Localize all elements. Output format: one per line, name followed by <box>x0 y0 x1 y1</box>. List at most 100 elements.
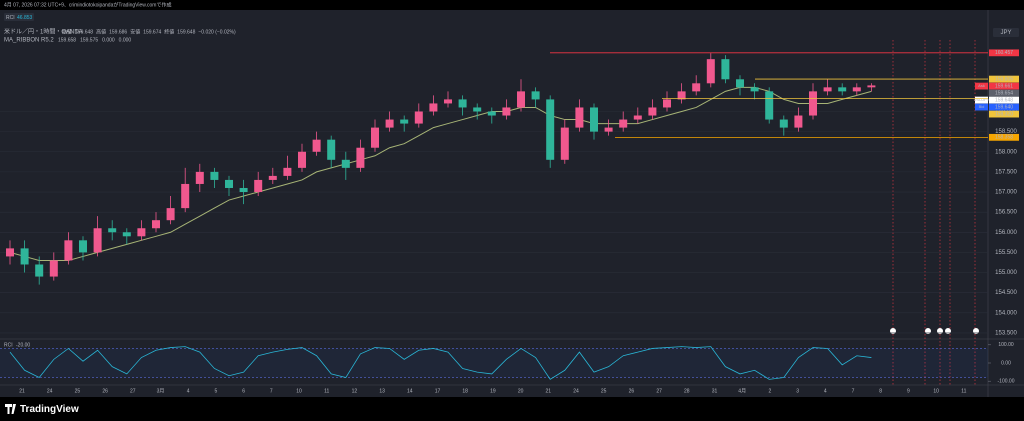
x-tick-label: 24 <box>47 388 53 394</box>
x-tick-label: 7 <box>270 388 273 394</box>
x-tick-label: 6 <box>242 388 245 394</box>
event-icon[interactable] <box>925 328 931 334</box>
candle-body <box>575 107 584 128</box>
logo: TradingView <box>5 404 79 415</box>
candle-body <box>648 107 657 116</box>
x-tick-label: 12 <box>352 388 358 394</box>
candle-body <box>137 228 146 237</box>
ohlc-legend: 終値 <box>164 28 174 35</box>
candle-body <box>473 107 482 112</box>
candle-body <box>560 127 569 160</box>
price-tag <box>989 89 1019 97</box>
event-icon[interactable] <box>937 328 943 334</box>
candle-body <box>429 103 438 112</box>
tag-name: Ask <box>978 83 985 88</box>
x-tick-label: 27 <box>130 388 136 394</box>
candle-body <box>765 91 774 120</box>
badge-bg <box>4 13 34 21</box>
y-tick-label: 158.000 <box>995 149 1017 155</box>
candle-body <box>283 167 292 176</box>
candle-body <box>400 119 409 124</box>
ma-line <box>9 86 872 261</box>
candle-body <box>677 91 686 100</box>
x-tick-label: 31 <box>712 388 718 394</box>
x-tick-label: 19 <box>490 388 496 394</box>
candle-body <box>152 220 160 229</box>
candle-body <box>779 119 788 128</box>
candle-body <box>546 99 555 160</box>
y-tick-label: 153.500 <box>995 331 1017 337</box>
x-tick-label: 26 <box>629 388 635 394</box>
legend-value: 159.658 <box>58 37 76 43</box>
x-tick-label: 20 <box>518 388 524 394</box>
candle-body <box>736 79 744 88</box>
candle-body <box>721 59 730 80</box>
candle-body <box>341 159 350 168</box>
x-tick-label: 9 <box>907 388 910 394</box>
x-tick-label: 11 <box>324 388 329 394</box>
rci-legend-value: -20.00 <box>16 342 30 348</box>
candle-body <box>210 171 219 180</box>
candle-body <box>64 240 73 261</box>
candle-body <box>604 127 613 132</box>
candle-body <box>49 260 58 277</box>
legend-value: 0.000 <box>102 37 115 43</box>
x-tick-label: 4 <box>824 388 827 394</box>
x-tick-label: 21 <box>546 388 552 394</box>
candle-body <box>706 59 715 84</box>
candle-body <box>6 248 14 257</box>
y-tick-label: 156.500 <box>995 210 1017 216</box>
price-tag-label: 160.457 <box>995 50 1013 56</box>
price-tag <box>989 75 1019 83</box>
brand: TradingView <box>20 404 79 415</box>
ohlc-legend: 159.648 <box>177 29 195 35</box>
y-tick-label: 155.000 <box>995 270 1017 276</box>
price-tag-label: 159.654 <box>995 90 1013 96</box>
y-tick-label: 154.000 <box>995 310 1017 316</box>
price-tag-label: 159.661 <box>995 83 1013 89</box>
candle-body <box>254 179 263 193</box>
x-tick-label: 18 <box>462 388 468 394</box>
currency: JPY <box>1000 30 1011 36</box>
badge: RCI <box>6 15 15 21</box>
y-tick-label: 157.500 <box>995 169 1017 175</box>
x-tick-label: 21 <box>19 388 25 394</box>
candle-body <box>195 171 204 184</box>
candle-body <box>517 91 525 108</box>
candle-body <box>823 87 832 92</box>
candle-body <box>327 139 336 160</box>
price-tag <box>989 103 1019 111</box>
candle-body <box>166 208 175 221</box>
candle-body <box>838 87 847 92</box>
ohlc-legend: −0.020 (−0.02%) <box>198 29 236 35</box>
badge-value: 46.853 <box>17 15 33 21</box>
candle-body <box>692 83 701 92</box>
ohlc-legend: 159.686 <box>109 29 127 35</box>
x-tick-label: 4 <box>187 388 190 394</box>
price-tag-label: 159.320 <box>995 111 1013 117</box>
logo-mark <box>5 404 16 414</box>
candle-body <box>663 99 671 108</box>
rci-line <box>9 346 872 380</box>
x-tick-label: 25 <box>601 388 607 394</box>
x-tick-label: 10 <box>933 388 939 394</box>
x-tick-label: 13 <box>379 388 385 394</box>
candle-body <box>531 91 540 100</box>
x-tick-label: 26 <box>102 388 108 394</box>
candle-body <box>225 179 233 188</box>
candle-body <box>181 183 190 209</box>
x-tick-label: 27 <box>656 388 662 394</box>
event-icon[interactable] <box>945 328 951 334</box>
candle-body <box>502 107 511 116</box>
event-icon[interactable] <box>973 328 979 334</box>
x-tick-label: 24 <box>573 388 579 394</box>
x-tick-label: 8 <box>879 388 882 394</box>
x-tick-label: 4月 <box>738 388 746 394</box>
price-tag-label: 158.358 <box>995 135 1013 141</box>
event-icon[interactable] <box>890 328 896 334</box>
candle-body <box>794 115 803 128</box>
candle-body <box>122 232 131 237</box>
ohlc-legend: 安値 <box>130 28 140 35</box>
x-tick-label: 28 <box>684 388 690 394</box>
price-tag-label: 159.640 <box>995 104 1013 110</box>
